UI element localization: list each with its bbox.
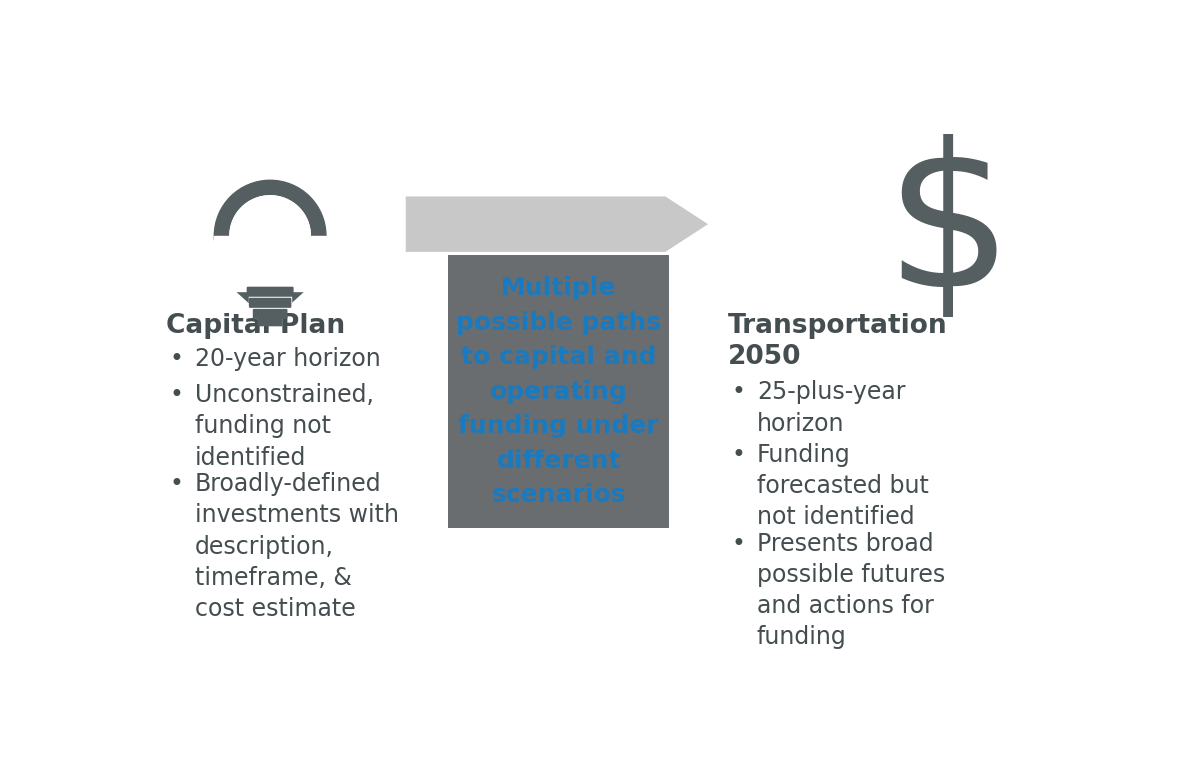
Text: •: •: [169, 384, 184, 407]
Bar: [449, 255, 670, 528]
Text: Funding
forecasted but
not identified: Funding forecasted but not identified: [757, 443, 929, 529]
FancyBboxPatch shape: [248, 298, 292, 308]
FancyBboxPatch shape: [258, 317, 283, 326]
Text: Capital Plan: Capital Plan: [166, 313, 344, 339]
Text: •: •: [731, 443, 745, 467]
Text: •: •: [731, 381, 745, 405]
Polygon shape: [292, 265, 323, 303]
Text: 25-plus-year
horizon: 25-plus-year horizon: [757, 381, 905, 436]
Text: 20-year horizon: 20-year horizon: [194, 347, 380, 371]
Circle shape: [230, 196, 311, 276]
Bar: [250, 291, 290, 305]
Circle shape: [215, 180, 326, 291]
Text: Transportation
2050: Transportation 2050: [727, 313, 947, 370]
FancyArrow shape: [406, 196, 708, 252]
Text: $: $: [884, 134, 1013, 330]
Text: •: •: [169, 472, 184, 496]
FancyBboxPatch shape: [253, 309, 288, 319]
Text: Presents broad
possible futures
and actions for
funding: Presents broad possible futures and acti…: [757, 532, 946, 650]
Polygon shape: [217, 265, 248, 303]
Text: •: •: [731, 532, 745, 556]
Text: •: •: [169, 347, 184, 371]
Text: Multiple
possible paths
to capital and
operating
funding under
different
scenari: Multiple possible paths to capital and o…: [456, 277, 661, 507]
Text: Broadly-defined
investments with
description,
timeframe, &
cost estimate: Broadly-defined investments with descrip…: [194, 472, 398, 621]
Bar: [215, 236, 326, 291]
FancyBboxPatch shape: [247, 287, 294, 296]
Circle shape: [230, 196, 311, 276]
Text: Unconstrained,
funding not
identified: Unconstrained, funding not identified: [194, 384, 374, 470]
